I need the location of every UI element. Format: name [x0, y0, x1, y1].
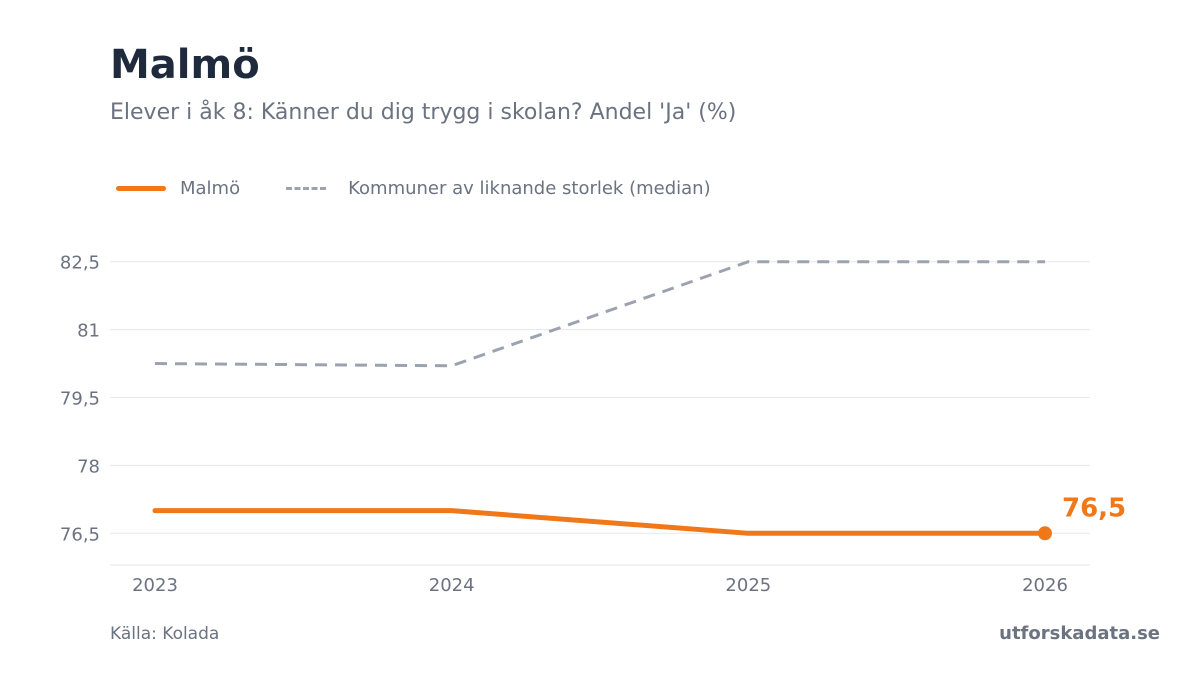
legend-item-malmo: Malmö	[116, 178, 240, 199]
end-point-marker	[1038, 526, 1052, 541]
brand-link[interactable]: utforskadata.se	[999, 623, 1160, 644]
legend-item-median: Kommuner av liknande storlek (median)	[278, 178, 711, 199]
series-line-malmo	[152, 508, 1048, 536]
end-value-label: 76,5	[1062, 493, 1126, 523]
y-tick-label: 76,5	[60, 524, 100, 545]
x-tick-label: 2023	[132, 575, 178, 596]
legend-label-malmo: Malmö	[180, 178, 241, 199]
y-tick-label: 81	[77, 321, 100, 342]
legend-swatch-median	[286, 187, 327, 190]
chart-title: Malmö	[110, 42, 260, 88]
source-note: Källa: Kolada	[110, 624, 220, 644]
legend-swatch-malmo	[116, 186, 166, 191]
series-line-median	[154, 260, 1045, 368]
y-tick-label: 82,5	[60, 253, 100, 274]
x-tick-label: 2025	[725, 575, 771, 596]
x-tick-label: 2026	[1022, 575, 1068, 596]
y-tick-label: 79,5	[60, 389, 100, 410]
legend: Malmö Kommuner av liknande storlek (medi…	[116, 178, 749, 199]
y-tick-label: 78	[77, 456, 100, 477]
x-tick-label: 2024	[429, 575, 475, 596]
chart-subtitle: Elever i åk 8: Känner du dig trygg i sko…	[110, 100, 737, 125]
legend-label-median: Kommuner av liknande storlek (median)	[348, 178, 711, 199]
